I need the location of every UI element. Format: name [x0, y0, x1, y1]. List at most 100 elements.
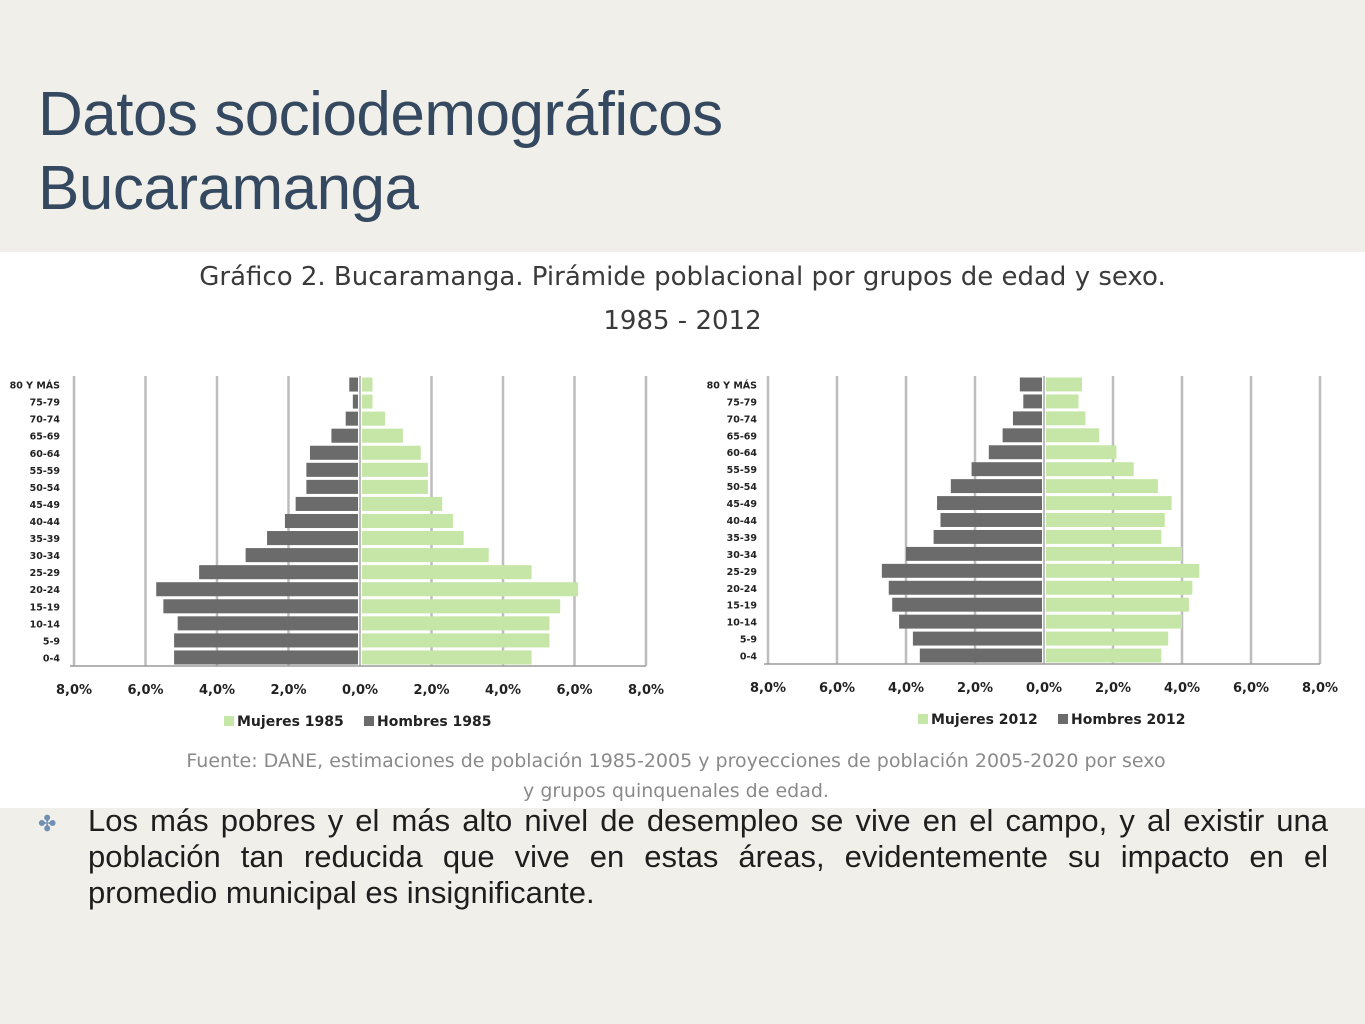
bullet-text: Los más pobres y el más alto nivel de de… [88, 803, 1328, 910]
bar-hombres [245, 548, 358, 563]
legend-swatch [918, 714, 928, 724]
age-group-label: 75-79 [727, 397, 757, 408]
bar-hombres [912, 631, 1042, 646]
bar-hombres [177, 616, 358, 631]
age-group-label: 20-24 [727, 584, 758, 595]
legend-swatch [364, 716, 374, 726]
age-group-label: 30-34 [30, 551, 61, 562]
bar-mujeres [362, 650, 532, 665]
bar-hombres [306, 479, 358, 494]
bar-hombres [174, 650, 358, 665]
bar-hombres [937, 496, 1042, 511]
bar-hombres [888, 580, 1042, 595]
bar-mujeres [1046, 377, 1082, 392]
chart-image-panel: Gráfico 2. Bucaramanga. Pirámide poblaci… [0, 252, 1365, 808]
age-group-label: 45-49 [30, 500, 60, 511]
x-tick-label: 6,0% [1233, 681, 1269, 696]
bar-hombres [349, 377, 358, 392]
bar-hombres [331, 428, 358, 443]
x-tick-label: 4,0% [1164, 681, 1200, 696]
bar-hombres [1023, 394, 1042, 409]
age-group-label: 10-14 [727, 618, 758, 629]
legend-label: Hombres 1985 [377, 714, 492, 730]
flower-bullet-icon: ✤ [38, 812, 57, 837]
bar-mujeres [1046, 631, 1169, 646]
age-group-label: 35-39 [30, 534, 60, 545]
x-tick-label: 4,0% [199, 683, 235, 698]
bar-hombres [295, 496, 358, 511]
x-tick-label: 4,0% [888, 681, 924, 696]
bar-mujeres [1046, 394, 1079, 409]
bar-mujeres [1046, 529, 1162, 544]
bar-mujeres [362, 531, 464, 546]
bullet-item: ✤ Los más pobres y el más alto nivel de … [38, 803, 1328, 911]
x-tick-label: 0,0% [1026, 681, 1062, 696]
bar-hombres [156, 582, 358, 597]
age-group-label: 10-14 [30, 619, 61, 630]
bar-mujeres [1046, 428, 1100, 443]
bar-mujeres [362, 548, 489, 563]
age-group-label: 25-29 [727, 567, 757, 578]
age-group-label: 80 Y MÁS [707, 379, 758, 391]
age-group-label: 25-29 [30, 568, 60, 579]
age-group-label: 50-54 [727, 482, 758, 493]
bar-hombres [345, 411, 358, 426]
chart-source-line1: Fuente: DANE, estimaciones de población … [186, 750, 1166, 772]
x-tick-label: 6,0% [819, 681, 855, 696]
x-tick-label: 8,0% [628, 683, 664, 698]
bar-hombres [352, 394, 358, 409]
bar-mujeres [362, 633, 550, 648]
bar-mujeres [1046, 648, 1162, 663]
bar-mujeres [362, 565, 532, 580]
bar-mujeres [1046, 597, 1189, 612]
bar-mujeres [1046, 614, 1182, 629]
age-group-label: 40-44 [30, 517, 61, 528]
age-group-label: 70-74 [30, 415, 61, 426]
bar-hombres [919, 648, 1042, 663]
bar-hombres [899, 614, 1042, 629]
bar-mujeres [1046, 513, 1165, 527]
bar-mujeres [362, 599, 561, 614]
age-group-label: 20-24 [30, 585, 61, 596]
bar-hombres [199, 565, 358, 580]
bar-hombres [971, 462, 1042, 477]
legend-swatch [224, 716, 234, 726]
x-tick-label: 8,0% [1302, 681, 1338, 696]
bar-mujeres [362, 462, 428, 477]
age-group-label: 55-59 [30, 466, 60, 477]
slide-title: Datos sociodemográficos Bucaramanga [38, 78, 723, 226]
bar-hombres [892, 597, 1042, 612]
bar-mujeres [1046, 546, 1182, 561]
legend-label: Hombres 2012 [1071, 712, 1186, 728]
bar-hombres [1019, 377, 1042, 392]
bar-mujeres [1046, 411, 1086, 426]
bar-mujeres [362, 428, 403, 443]
chart-title: Gráfico 2. Bucaramanga. Pirámide poblaci… [199, 262, 1166, 292]
chart-subtitle: 1985 - 2012 [603, 306, 762, 336]
slide-title-line1: Datos sociodemográficos [38, 80, 723, 149]
x-tick-label: 8,0% [56, 683, 92, 698]
x-tick-label: 2,0% [1095, 681, 1131, 696]
age-group-label: 65-69 [30, 432, 60, 443]
x-tick-label: 6,0% [556, 683, 592, 698]
bar-hombres [174, 633, 358, 648]
x-tick-label: 2,0% [413, 683, 449, 698]
bar-mujeres [362, 582, 579, 597]
bar-hombres [267, 531, 358, 546]
chart-source-line2: y grupos quinquenales de edad. [523, 780, 829, 802]
bar-hombres [163, 599, 358, 614]
bar-mujeres [1046, 563, 1200, 578]
age-group-label: 80 Y MÁS [10, 380, 61, 392]
bar-mujeres [1046, 445, 1117, 460]
age-group-label: 15-19 [30, 602, 60, 613]
age-group-label: 0-4 [43, 653, 61, 664]
bar-hombres [950, 479, 1042, 494]
x-tick-label: 4,0% [485, 683, 521, 698]
age-group-label: 65-69 [727, 431, 757, 442]
bar-hombres [1012, 411, 1042, 426]
age-group-label: 35-39 [727, 533, 757, 544]
bar-mujeres [1046, 479, 1158, 494]
x-tick-label: 6,0% [127, 683, 163, 698]
age-group-label: 5-9 [43, 636, 60, 647]
bar-hombres [988, 445, 1042, 460]
